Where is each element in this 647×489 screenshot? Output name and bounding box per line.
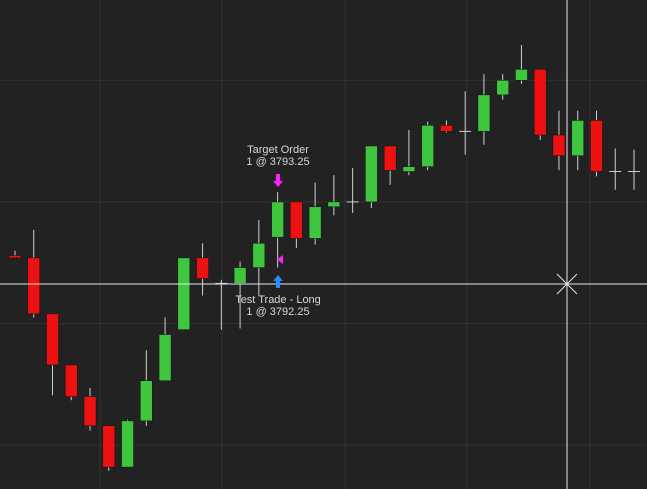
candle-body: [533, 69, 547, 136]
candle-body: [46, 313, 59, 366]
candle-body: [515, 69, 528, 81]
candle-body: [83, 396, 97, 426]
candle-body: [327, 201, 341, 208]
price-grid: [0, 79, 647, 446]
candle-body: [552, 134, 566, 156]
annotation-text: 1 @ 3793.25: [246, 156, 309, 168]
time-grid: [99, 0, 591, 489]
candle-body: [383, 145, 397, 171]
cursor: [556, 273, 578, 295]
candle-body: [8, 255, 22, 259]
candle-body: [571, 120, 584, 156]
candle-body: [252, 243, 266, 268]
candle-body: [590, 120, 603, 172]
candle-body: [121, 420, 134, 468]
candle-body: [477, 94, 491, 132]
candle-body: [177, 257, 191, 330]
candle-body: [196, 257, 209, 279]
candle-body: [158, 334, 172, 381]
candle-body: [365, 145, 378, 203]
candle-body: [102, 425, 116, 468]
buy-arrow: [273, 275, 283, 288]
candle-body: [421, 125, 434, 167]
candle-body: [233, 267, 247, 284]
target-order: Target Order 1 @ 3793.25: [246, 144, 310, 264]
candles: [8, 45, 640, 471]
candle-body: [308, 206, 322, 239]
candle-body: [65, 364, 78, 397]
sell-arrow: [273, 174, 283, 187]
annotation-title: Test Trade - Long: [235, 294, 321, 306]
candle-body: [440, 125, 453, 132]
annotation-title: Target Order: [247, 144, 309, 156]
candle-body: [290, 201, 303, 239]
candle-body: [27, 257, 41, 315]
candle-body: [140, 380, 153, 422]
candle-body: [402, 166, 416, 172]
test-trade: Test Trade - Long 1 @ 3792.25: [235, 275, 321, 318]
annotation-text: 1 @ 3792.25: [246, 306, 309, 318]
candle-body: [496, 80, 509, 96]
order-marker: [277, 255, 283, 264]
candle-body: [271, 201, 284, 238]
